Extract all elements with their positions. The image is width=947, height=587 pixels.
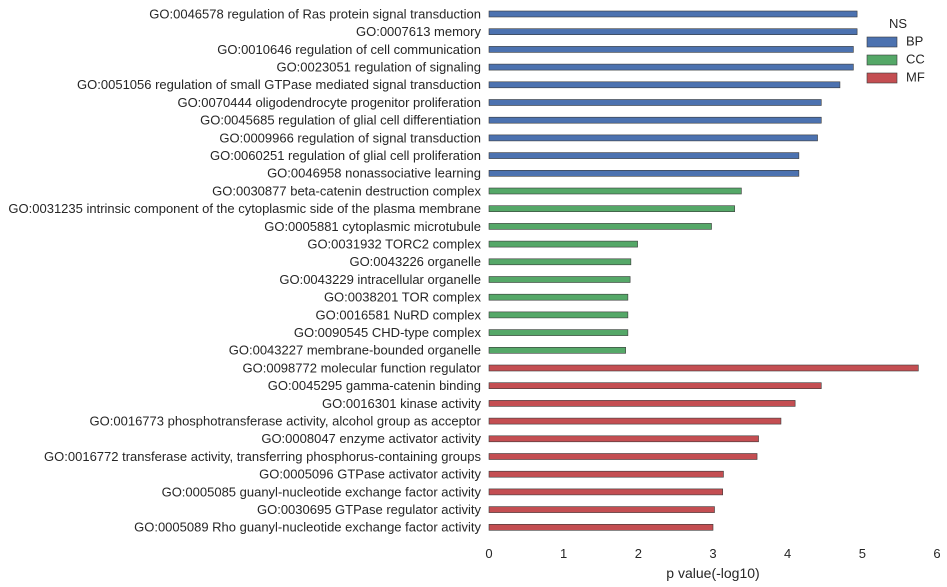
x-tick-label: 1 xyxy=(560,546,567,561)
category-label: GO:0045685 regulation of glial cell diff… xyxy=(200,113,481,128)
category-label: GO:0031932 TORC2 complex xyxy=(307,237,481,252)
bar-mf xyxy=(488,400,796,407)
bar-cc xyxy=(488,223,712,230)
legend-entries: BP CC MF xyxy=(866,33,925,84)
bar-bp xyxy=(488,28,858,36)
category-labels: GO:0046578 regulation of Ras protein sig… xyxy=(8,6,481,534)
category-label: GO:0070444 oligodendrocyte progenitor pr… xyxy=(177,95,481,110)
bar-mf xyxy=(488,488,724,496)
bar-bp xyxy=(488,134,818,142)
x-axis-ticks: 0 1 2 3 4 5 6 xyxy=(485,546,940,561)
x-tick-label: 0 xyxy=(485,546,492,561)
category-label: GO:0016773 phosphotransferase activity, … xyxy=(90,414,482,429)
x-tick-label: 5 xyxy=(859,546,866,561)
x-tick-label: 2 xyxy=(635,546,642,561)
legend-label-cc: CC xyxy=(906,51,925,66)
bar-mf xyxy=(488,506,715,513)
category-label: GO:0007613 memory xyxy=(356,24,482,39)
bar-bp xyxy=(488,81,841,89)
category-label: GO:0016301 kinase activity xyxy=(322,396,481,411)
bar-bp xyxy=(488,152,800,159)
category-label: GO:0046578 regulation of Ras protein sig… xyxy=(149,6,481,21)
category-label: GO:0016772 transferase activity, transfe… xyxy=(44,449,481,464)
legend-swatch-mf xyxy=(866,72,898,84)
bar-bp xyxy=(488,116,822,124)
category-label: GO:0005085 guanyl-nucleotide exchange fa… xyxy=(162,484,482,499)
bar-mf xyxy=(488,382,822,390)
category-label: GO:0030695 GTPase regulator activity xyxy=(257,502,482,517)
legend: NS BP CC MF xyxy=(866,16,925,84)
category-label: GO:0046958 nonassociative learning xyxy=(267,166,481,181)
legend-label-mf: MF xyxy=(906,69,925,84)
bar-cc xyxy=(488,346,626,354)
category-label: GO:0031235 intrinsic component of the cy… xyxy=(8,201,481,216)
category-label: GO:0043227 membrane-bounded organelle xyxy=(229,343,481,358)
bars xyxy=(488,10,919,531)
bar-bp xyxy=(488,63,854,71)
category-label: GO:0098772 molecular function regulator xyxy=(243,360,482,375)
bar-bp xyxy=(488,10,858,18)
category-label: GO:0016581 NuRD complex xyxy=(316,307,482,322)
category-label: GO:0005096 GTPase activator activity xyxy=(259,467,481,482)
bar-mf xyxy=(488,435,759,443)
category-label: GO:0090545 CHD-type complex xyxy=(294,325,482,340)
legend-swatch-cc xyxy=(866,54,898,66)
category-label: GO:0051056 regulation of small GTPase me… xyxy=(77,77,481,92)
bar-cc xyxy=(488,240,638,248)
bar-bp xyxy=(488,46,854,53)
bar-cc xyxy=(488,205,735,212)
bar-mf xyxy=(488,470,724,478)
x-tick-label: 6 xyxy=(933,546,940,561)
legend-title: NS xyxy=(889,16,907,31)
bar-cc xyxy=(488,311,629,319)
bar-mf xyxy=(488,523,714,531)
category-label: GO:0005881 cytoplasmic microtubule xyxy=(264,219,481,234)
category-label: GO:0008047 enzyme activator activity xyxy=(261,431,481,446)
category-label: GO:0009966 regulation of signal transduc… xyxy=(219,130,481,145)
bar-mf xyxy=(488,417,782,425)
category-label: GO:0038201 TOR complex xyxy=(324,290,482,305)
x-tick-label: 3 xyxy=(709,546,716,561)
category-label: GO:0043226 organelle xyxy=(349,254,481,269)
category-label: GO:0045295 gamma-catenin binding xyxy=(268,378,481,393)
legend-swatch-bp xyxy=(866,36,898,48)
bar-bp xyxy=(488,99,822,106)
bar-cc xyxy=(488,293,629,301)
bar-cc xyxy=(488,187,742,195)
category-label: GO:0030877 beta-catenin destruction comp… xyxy=(212,183,481,198)
category-label: GO:0010646 regulation of cell communicat… xyxy=(217,42,481,57)
x-tick-label: 4 xyxy=(784,546,791,561)
category-label: GO:0060251 regulation of glial cell prol… xyxy=(210,148,481,163)
bar-mf xyxy=(488,364,919,372)
category-label: GO:0023051 regulation of signaling xyxy=(276,60,481,75)
bar-cc xyxy=(488,329,629,336)
category-label: GO:0005089 Rho guanyl-nucleotide exchang… xyxy=(134,520,481,535)
legend-label-bp: BP xyxy=(906,33,923,48)
bar-bp xyxy=(488,170,800,177)
bar-cc xyxy=(488,258,632,266)
category-label: GO:0043229 intracellular organelle xyxy=(279,272,481,287)
bar-mf xyxy=(488,453,758,460)
bar-cc xyxy=(488,276,631,283)
x-axis-title: p value(-log10) xyxy=(666,565,759,581)
